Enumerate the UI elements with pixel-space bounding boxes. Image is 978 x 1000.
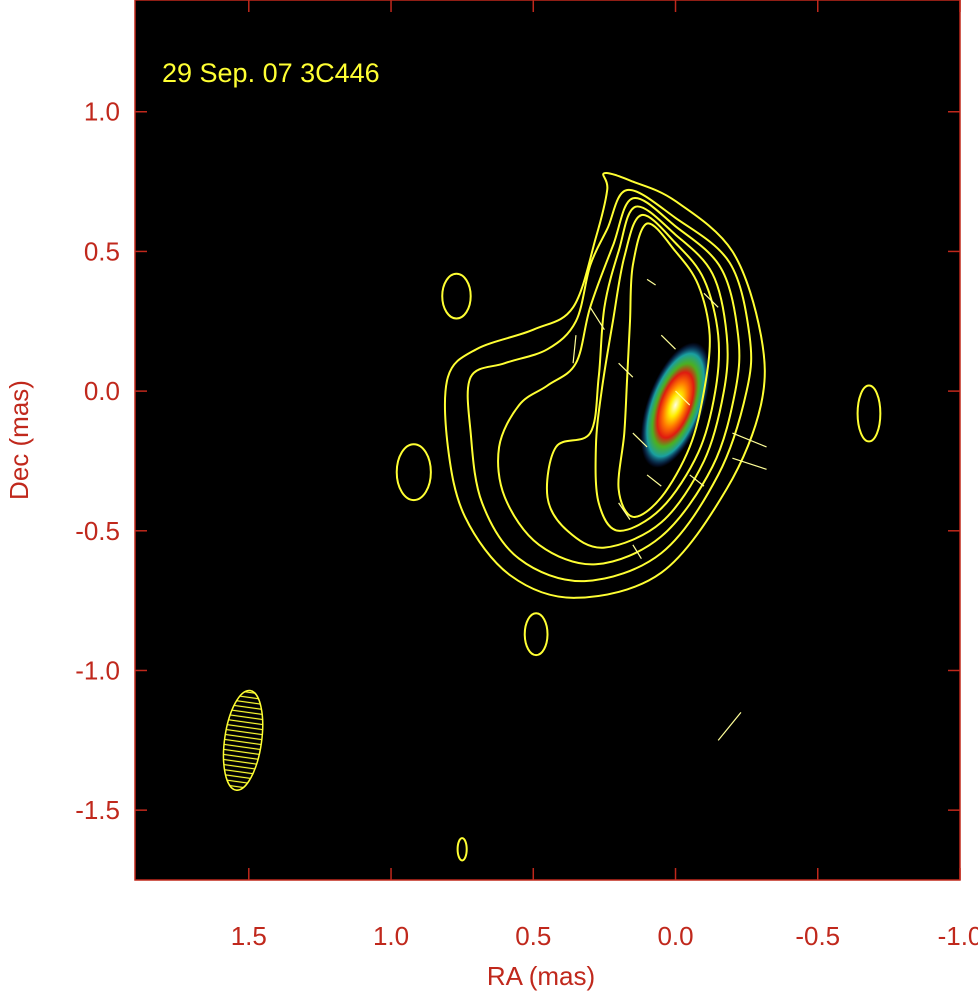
x-axis-label: RA (mas) — [487, 961, 595, 991]
y-tick-label: 1.0 — [84, 97, 120, 127]
contour-level-1 — [617, 222, 711, 518]
x-tick-label: 1.5 — [231, 921, 267, 951]
core-emission — [640, 342, 711, 468]
isolated-contour-3 — [523, 612, 549, 657]
polarization-vector-5 — [660, 334, 676, 350]
isolated-contour-2 — [395, 443, 432, 502]
polarization-vectors — [572, 278, 767, 741]
polarization-vector-11 — [632, 544, 642, 560]
contour-level-5 — [466, 188, 753, 583]
isolated-contour-5 — [456, 837, 468, 862]
polarization-vector-3 — [632, 432, 648, 448]
tick-labels: 1.5 1.0 0.5 0.0 -0.5 -1.0 1.0 0.5 0.0 -0.5 -1.0 -1.… — [75, 97, 978, 951]
y-tick-label: 0.5 — [84, 236, 120, 266]
contour-level-3 — [546, 205, 729, 549]
contour-lines — [444, 171, 766, 599]
polarization-vector-15 — [618, 502, 631, 520]
y-tick-label: 0.0 — [84, 376, 120, 406]
polarization-vector-14 — [646, 278, 656, 286]
axis-ticks — [135, 0, 961, 880]
plot-area — [135, 0, 960, 880]
y-axis-label: Dec (mas) — [4, 380, 34, 500]
isolated-contour-1 — [441, 272, 472, 320]
polarization-vector-7 — [703, 292, 719, 308]
beam-ellipse — [222, 689, 264, 791]
x-tick-label: -1.0 — [938, 921, 978, 951]
polarization-vector-4 — [646, 474, 662, 487]
isolated-contour-4 — [856, 384, 882, 443]
polarization-vector-8 — [689, 474, 705, 487]
y-tick-label: -1.0 — [75, 655, 120, 685]
plot-frame — [134, 0, 961, 881]
epoch-source-annotation: 29 Sep. 07 3C446 — [162, 58, 380, 88]
isolated-contours — [395, 272, 882, 862]
polarization-vector-9 — [732, 432, 767, 448]
contour-level-4 — [497, 197, 741, 566]
polarization-vector-1 — [589, 306, 605, 330]
x-tick-label: -0.5 — [795, 921, 840, 951]
polarization-vector-10 — [732, 457, 767, 470]
x-tick-label: 0.0 — [657, 921, 693, 951]
contour-level-2 — [594, 214, 721, 532]
polarization-vector-6 — [675, 390, 691, 406]
y-tick-label: -1.5 — [75, 795, 120, 825]
polarization-vector-2 — [618, 362, 634, 378]
contour-level-6 — [444, 171, 766, 599]
polarization-vector-12 — [572, 335, 577, 364]
x-tick-label: 0.5 — [515, 921, 551, 951]
polarization-vector-13 — [717, 712, 742, 741]
y-tick-label: -0.5 — [75, 516, 120, 546]
x-tick-label: 1.0 — [373, 921, 409, 951]
